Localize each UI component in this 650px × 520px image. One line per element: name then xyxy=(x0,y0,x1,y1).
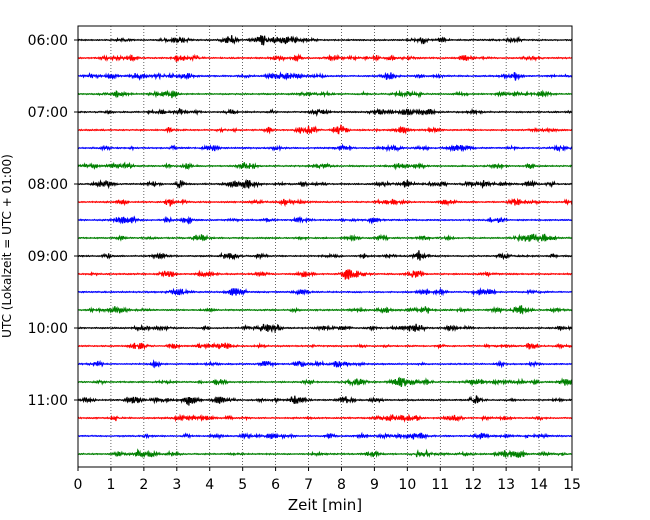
x-tick-label: 12 xyxy=(464,477,482,493)
trace-line xyxy=(77,359,573,369)
y-tick-label: 09:00 xyxy=(28,249,68,265)
x-tick-label: 0 xyxy=(74,477,83,493)
trace-line xyxy=(78,178,572,190)
x-tick-label: 8 xyxy=(337,477,346,493)
trace-line xyxy=(77,197,573,208)
plot-frame xyxy=(77,25,573,468)
x-tick-label: 13 xyxy=(497,477,515,493)
y-tick-label: 07:00 xyxy=(28,105,68,121)
seismic-traces xyxy=(77,35,573,459)
trace-line xyxy=(77,376,573,388)
x-tick-label: 1 xyxy=(106,477,115,493)
x-tick-label: 7 xyxy=(304,477,313,493)
trace-line xyxy=(77,35,573,46)
x-axis-ticks: 0 1 2 3 4 5 6 7 8 9 10 11 12 13 14 15 xyxy=(74,467,581,493)
x-tick-label: 14 xyxy=(530,477,548,493)
x-tick-label: 3 xyxy=(172,477,181,493)
trace-line xyxy=(77,89,573,99)
y-axis-label: UTC (Lokalzeit = UTC + 01:00) xyxy=(0,154,14,338)
trace-line xyxy=(77,413,573,423)
trace-line xyxy=(77,233,573,243)
x-tick-label: 2 xyxy=(139,477,148,493)
trace-line xyxy=(77,143,573,153)
x-tick-label: 6 xyxy=(271,477,280,493)
x-tick-label: 11 xyxy=(431,477,449,493)
trace-line xyxy=(77,287,573,297)
trace-line xyxy=(77,107,573,117)
x-tick-label: 15 xyxy=(563,477,581,493)
y-tick-label: 11:00 xyxy=(28,393,68,409)
trace-line xyxy=(77,269,573,280)
trace-line xyxy=(78,431,573,441)
x-tick-label: 4 xyxy=(205,477,214,493)
x-tick-label: 5 xyxy=(238,477,247,493)
trace-line xyxy=(77,124,573,135)
x-axis-label: Zeit [min] xyxy=(288,496,362,514)
trace-line xyxy=(77,395,573,406)
y-tick-label: 10:00 xyxy=(28,321,68,337)
trace-line xyxy=(77,53,573,63)
x-tick-label: 9 xyxy=(370,477,379,493)
trace-line xyxy=(77,215,573,225)
trace-line xyxy=(77,71,573,81)
y-tick-label: 08:00 xyxy=(28,177,68,193)
trace-line xyxy=(77,161,573,171)
trace-line xyxy=(77,250,573,261)
trace-line xyxy=(77,342,573,351)
trace-line xyxy=(77,323,573,334)
x-tick-label: 10 xyxy=(398,477,416,493)
y-tick-label: 06:00 xyxy=(28,33,68,49)
trace-line xyxy=(77,448,573,459)
y-axis-ticks: 06:00 07:00 08:00 09:00 10:00 11:00 xyxy=(28,33,78,409)
trace-line xyxy=(77,305,573,315)
